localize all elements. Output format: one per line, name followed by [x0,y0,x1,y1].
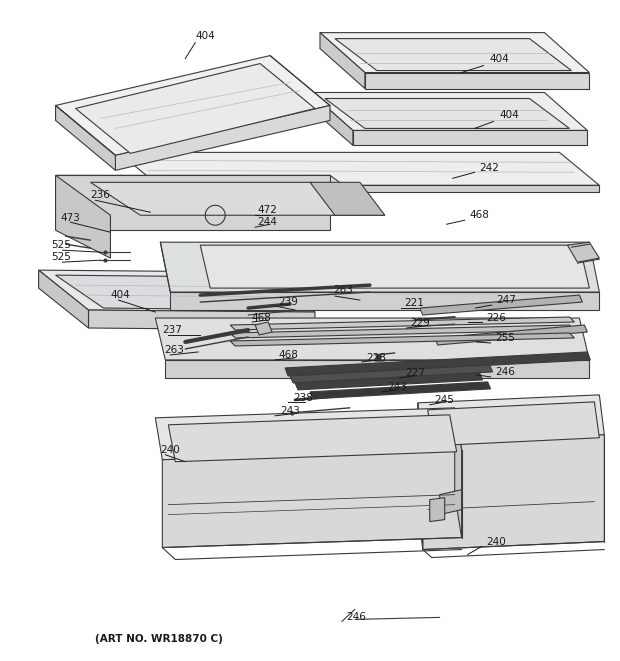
Text: 525: 525 [51,252,71,262]
Polygon shape [76,63,315,153]
Text: 255: 255 [495,333,515,343]
Text: 242: 242 [480,163,500,173]
Polygon shape [420,295,582,315]
Polygon shape [430,498,445,522]
Polygon shape [56,175,385,215]
Text: 473: 473 [61,214,81,223]
Text: 226: 226 [487,313,507,323]
Polygon shape [435,325,587,345]
Text: 244: 244 [257,217,277,227]
Polygon shape [56,275,298,310]
Text: 246: 246 [346,612,366,623]
Polygon shape [418,403,423,549]
Polygon shape [365,73,590,89]
Polygon shape [162,449,462,547]
Text: 240: 240 [487,537,507,547]
Text: 263: 263 [333,285,353,295]
Text: 239: 239 [278,297,298,307]
Text: 245: 245 [435,395,454,405]
Polygon shape [56,175,330,230]
Text: 468: 468 [278,350,298,360]
Polygon shape [56,106,115,171]
Polygon shape [230,325,574,338]
Text: 237: 237 [162,325,182,335]
Text: eReplacementParts.com: eReplacementParts.com [217,327,403,342]
Text: 243: 243 [387,382,407,392]
Polygon shape [230,317,574,330]
Polygon shape [56,175,110,258]
Polygon shape [310,382,490,399]
Polygon shape [353,130,587,145]
Polygon shape [115,106,330,171]
Polygon shape [567,242,600,262]
Polygon shape [200,245,590,288]
Text: 525: 525 [51,240,71,250]
Text: 243: 243 [280,406,300,416]
Text: 228: 228 [366,353,386,363]
Polygon shape [454,408,462,537]
Polygon shape [310,93,587,130]
Text: 472: 472 [257,206,277,215]
Text: 263: 263 [164,345,184,355]
Text: 246: 246 [495,367,515,377]
Polygon shape [320,32,590,73]
Polygon shape [418,395,604,443]
Polygon shape [335,38,572,71]
Polygon shape [56,56,330,155]
Polygon shape [325,98,569,128]
Text: 247: 247 [497,295,516,305]
Polygon shape [230,333,574,346]
Polygon shape [295,373,482,390]
Polygon shape [290,365,493,383]
Text: (ART NO. WR18870 C): (ART NO. WR18870 C) [95,635,223,644]
Text: 236: 236 [91,190,110,200]
Text: 468: 468 [251,313,271,323]
Polygon shape [38,270,89,328]
Polygon shape [91,182,360,215]
Polygon shape [423,435,604,549]
Polygon shape [310,93,353,145]
Text: 404: 404 [490,54,510,63]
Polygon shape [170,292,600,310]
Text: 238: 238 [293,393,313,403]
Polygon shape [285,352,590,376]
Polygon shape [255,322,272,335]
Text: 229: 229 [410,318,430,328]
Polygon shape [168,415,457,462]
Text: 227: 227 [405,368,425,378]
Polygon shape [89,310,315,330]
Polygon shape [156,318,590,360]
Text: 221: 221 [404,298,423,308]
Text: 404: 404 [195,30,215,40]
Polygon shape [428,402,600,446]
Polygon shape [166,360,590,378]
Polygon shape [158,185,600,192]
Text: 404: 404 [110,290,130,300]
Polygon shape [161,242,600,292]
Polygon shape [38,270,315,312]
Polygon shape [320,32,365,89]
Polygon shape [156,408,462,460]
Polygon shape [310,182,385,215]
Polygon shape [118,153,600,185]
Text: 468: 468 [469,210,490,220]
Polygon shape [440,490,462,515]
Text: 404: 404 [500,110,520,120]
Text: 240: 240 [161,445,180,455]
